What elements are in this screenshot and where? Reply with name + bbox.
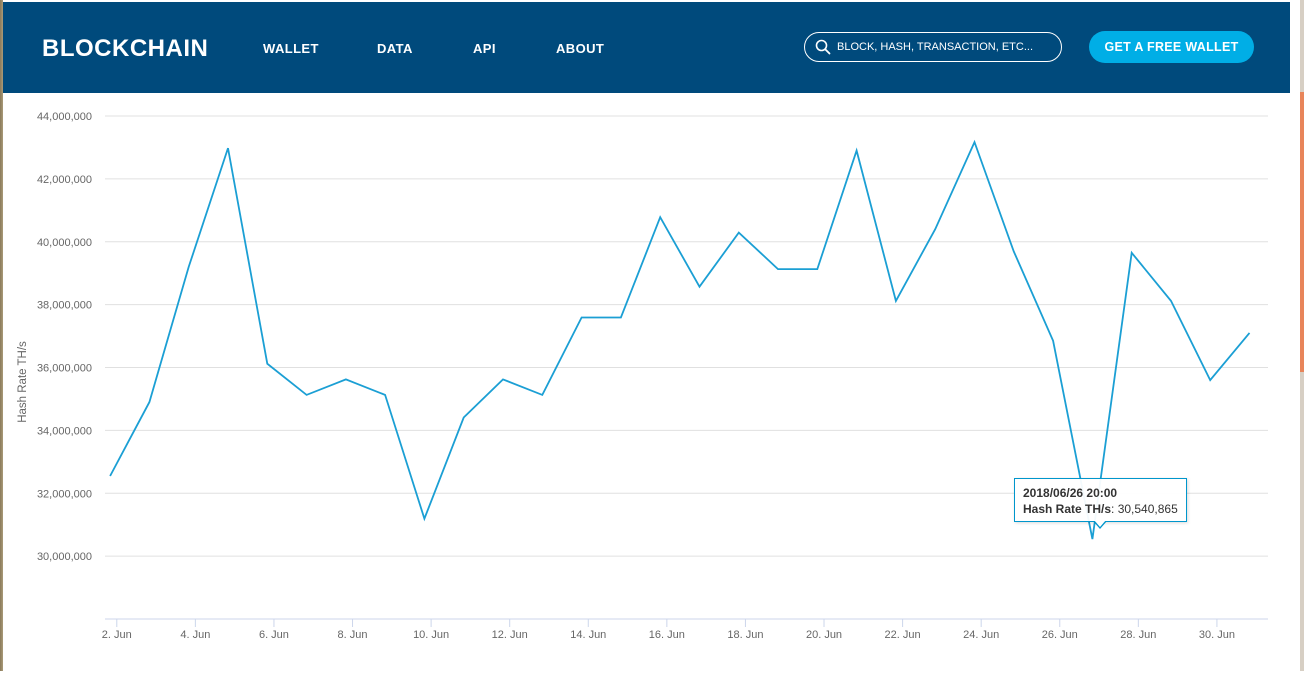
x-tick-label: 8. Jun — [338, 629, 368, 641]
data-point[interactable] — [1247, 330, 1253, 336]
data-point[interactable] — [146, 399, 152, 405]
x-axis-ticks: 2. Jun 4. Jun 6. Jun 8. Jun 10. Jun 12. Jun 14… — [102, 619, 1235, 641]
search-box[interactable] — [804, 32, 1062, 62]
x-tick-label: 4. Jun — [180, 629, 210, 641]
data-point[interactable] — [500, 376, 506, 382]
x-tick-label: 22. Jun — [885, 629, 921, 641]
x-tick-label: 14. Jun — [570, 629, 606, 641]
data-point[interactable] — [225, 145, 231, 151]
data-point[interactable] — [893, 298, 899, 304]
data-point[interactable] — [264, 361, 270, 367]
get-free-wallet-button[interactable]: GET A FREE WALLET — [1089, 31, 1254, 63]
x-tick-label: 6. Jun — [259, 629, 289, 641]
data-point[interactable] — [1050, 338, 1056, 344]
x-tick-label: 26. Jun — [1042, 629, 1078, 641]
data-point[interactable] — [1089, 536, 1095, 542]
chart-tooltip: 2018/06/26 20:00 Hash Rate TH/s: 30,540,… — [1014, 478, 1187, 529]
data-point[interactable] — [1011, 248, 1017, 254]
nav-api[interactable]: API — [473, 41, 496, 56]
nav-data[interactable]: DATA — [377, 41, 413, 56]
x-tick-label: 12. Jun — [492, 629, 528, 641]
y-tick-label: 44,000,000 — [37, 111, 92, 123]
nav-wallet[interactable]: WALLET — [263, 41, 319, 56]
data-point[interactable] — [343, 376, 349, 382]
data-point[interactable] — [971, 139, 977, 145]
data-point[interactable] — [657, 214, 663, 220]
x-tick-label: 10. Jun — [413, 629, 449, 641]
site-header: BLOCKCHAIN WALLET DATA API ABOUT GET A F… — [3, 2, 1290, 93]
data-point[interactable] — [421, 516, 427, 522]
y-tick-label: 34,000,000 — [37, 425, 92, 437]
data-point[interactable] — [736, 230, 742, 236]
x-tick-label: 28. Jun — [1120, 629, 1156, 641]
tooltip-arrow-fill — [1094, 520, 1106, 527]
data-point[interactable] — [382, 392, 388, 398]
data-point[interactable] — [1129, 250, 1135, 256]
tooltip-series-label: Hash Rate TH/s — [1023, 502, 1112, 516]
data-point[interactable] — [775, 266, 781, 272]
x-tick-label: 18. Jun — [727, 629, 763, 641]
x-tick-label: 2. Jun — [102, 629, 132, 641]
data-point[interactable] — [461, 414, 467, 420]
grid-lines — [105, 115, 1268, 620]
data-point[interactable] — [579, 315, 585, 321]
y-tick-label: 36,000,000 — [37, 363, 92, 375]
data-point[interactable] — [618, 315, 624, 321]
hash-rate-series-line[interactable] — [109, 139, 1251, 540]
search-input[interactable] — [837, 41, 1047, 53]
data-point[interactable] — [107, 473, 113, 479]
data-point[interactable] — [1168, 298, 1174, 304]
blockchain-logo[interactable]: BLOCKCHAIN — [42, 35, 209, 62]
data-point[interactable] — [186, 264, 192, 270]
y-axis-label: Hash Rate TH/s — [17, 341, 29, 423]
chart-container: 30,000,000 32,000,000 34,000,000 36,000,000… — [0, 93, 1300, 671]
tooltip-value: 30,540,865 — [1117, 502, 1178, 516]
data-point[interactable] — [539, 392, 545, 398]
search-icon — [815, 39, 831, 55]
y-tick-label: 32,000,000 — [37, 488, 92, 500]
data-point[interactable] — [814, 266, 820, 272]
x-tick-label: 30. Jun — [1199, 629, 1235, 641]
data-point[interactable] — [304, 392, 310, 398]
y-tick-label: 38,000,000 — [37, 300, 92, 312]
data-point[interactable] — [932, 226, 938, 232]
y-tick-label: 30,000,000 — [37, 551, 92, 563]
data-point[interactable] — [1207, 377, 1213, 383]
y-axis-ticks: 30,000,000 32,000,000 34,000,000 36,000,000… — [37, 111, 92, 563]
x-tick-label: 24. Jun — [963, 629, 999, 641]
nav-about[interactable]: ABOUT — [556, 41, 605, 56]
y-tick-label: 42,000,000 — [37, 174, 92, 186]
tooltip-value-row: Hash Rate TH/s: 30,540,865 — [1023, 502, 1178, 516]
data-point[interactable] — [854, 148, 860, 154]
x-tick-label: 20. Jun — [806, 629, 842, 641]
x-tick-label: 16. Jun — [649, 629, 685, 641]
y-tick-label: 40,000,000 — [37, 237, 92, 249]
tooltip-date: 2018/06/26 20:00 — [1023, 486, 1118, 500]
hash-rate-chart: 30,000,000 32,000,000 34,000,000 36,000,000… — [17, 111, 1268, 641]
data-point[interactable] — [696, 284, 702, 290]
scrollbar-accent — [1300, 92, 1304, 372]
